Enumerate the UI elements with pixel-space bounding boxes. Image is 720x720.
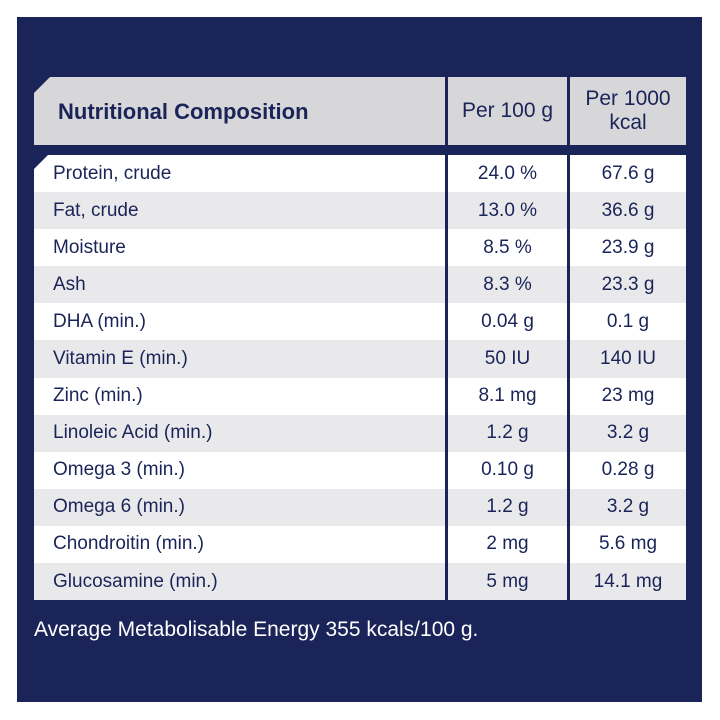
header-per-100g: Per 100 g xyxy=(448,77,567,145)
per-1000kcal-value: 3.2 g xyxy=(570,488,686,526)
nutrient-name: Omega 3 (min.) xyxy=(34,451,445,489)
table-row: Protein, crude 24.0 % 67.6 g xyxy=(34,155,686,193)
table-row: Chondroitin (min.) 2 mg 5.6 mg xyxy=(34,525,686,564)
nutrient-name: Moisture xyxy=(34,229,445,267)
table-row: Glucosamine (min.) 5 mg 14.1 mg xyxy=(34,563,686,601)
per-100g-value: 50 IU xyxy=(448,340,567,378)
per-1000kcal-value: 14.1 mg xyxy=(570,563,686,601)
per-1000kcal-value: 3.2 g xyxy=(570,414,686,452)
per-100g-value: 8.3 % xyxy=(448,266,567,304)
per-100g-value: 0.04 g xyxy=(448,303,567,341)
nutrient-name: Omega 6 (min.) xyxy=(34,488,445,526)
nutrient-name: Fat, crude xyxy=(34,192,445,230)
per-100g-value: 8.1 mg xyxy=(448,377,567,415)
per-100g-value: 1.2 g xyxy=(448,414,567,452)
nutrient-name: Chondroitin (min.) xyxy=(34,525,445,564)
nutrient-name: Ash xyxy=(34,266,445,304)
table-body: Protein, crude 24.0 % 67.6 g Fat, crude 13.0… xyxy=(34,155,686,601)
per-1000kcal-value: 23.3 g xyxy=(570,266,686,304)
nutrient-name: DHA (min.) xyxy=(34,303,445,341)
per-1000kcal-value: 5.6 mg xyxy=(570,525,686,564)
per-1000kcal-value: 36.6 g xyxy=(570,192,686,230)
per-100g-value: 2 mg xyxy=(448,525,567,564)
per-1000kcal-value: 23.9 g xyxy=(570,229,686,267)
nutrient-name: Glucosamine (min.) xyxy=(34,563,445,601)
table-row: DHA (min.) 0.04 g 0.1 g xyxy=(34,303,686,341)
nutrient-name: Linoleic Acid (min.) xyxy=(34,414,445,452)
per-100g-value: 0.10 g xyxy=(448,451,567,489)
table-row: Omega 6 (min.) 1.2 g 3.2 g xyxy=(34,488,686,526)
table-row: Linoleic Acid (min.) 1.2 g 3.2 g xyxy=(34,414,686,452)
per-100g-value: 8.5 % xyxy=(448,229,567,267)
table-row: Vitamin E (min.) 50 IU 140 IU xyxy=(34,340,686,378)
per-1000kcal-value: 140 IU xyxy=(570,340,686,378)
table-row: Moisture 8.5 % 23.9 g xyxy=(34,229,686,267)
per-100g-value: 24.0 % xyxy=(448,155,567,193)
header-title: Nutritional Composition xyxy=(34,77,445,145)
table-row: Omega 3 (min.) 0.10 g 0.28 g xyxy=(34,451,686,489)
per-100g-value: 1.2 g xyxy=(448,488,567,526)
table-row: Fat, crude 13.0 % 36.6 g xyxy=(34,192,686,230)
table-row: Zinc (min.) 8.1 mg 23 mg xyxy=(34,377,686,415)
nutrient-name: Protein, crude xyxy=(34,155,445,193)
per-1000kcal-value: 67.6 g xyxy=(570,155,686,193)
table-row: Ash 8.3 % 23.3 g xyxy=(34,266,686,304)
per-1000kcal-value: 0.28 g xyxy=(570,451,686,489)
table-header: Nutritional Composition Per 100 g Per 10… xyxy=(34,77,686,145)
energy-footnote: Average Metabolisable Energy 355 kcals/1… xyxy=(34,618,479,641)
per-100g-value: 13.0 % xyxy=(448,192,567,230)
nutrient-name: Vitamin E (min.) xyxy=(34,340,445,378)
per-1000kcal-value: 23 mg xyxy=(570,377,686,415)
per-100g-value: 5 mg xyxy=(448,563,567,601)
header-per-1000kcal: Per 1000 kcal xyxy=(570,77,686,145)
nutrient-name: Zinc (min.) xyxy=(34,377,445,415)
per-1000kcal-value: 0.1 g xyxy=(570,303,686,341)
